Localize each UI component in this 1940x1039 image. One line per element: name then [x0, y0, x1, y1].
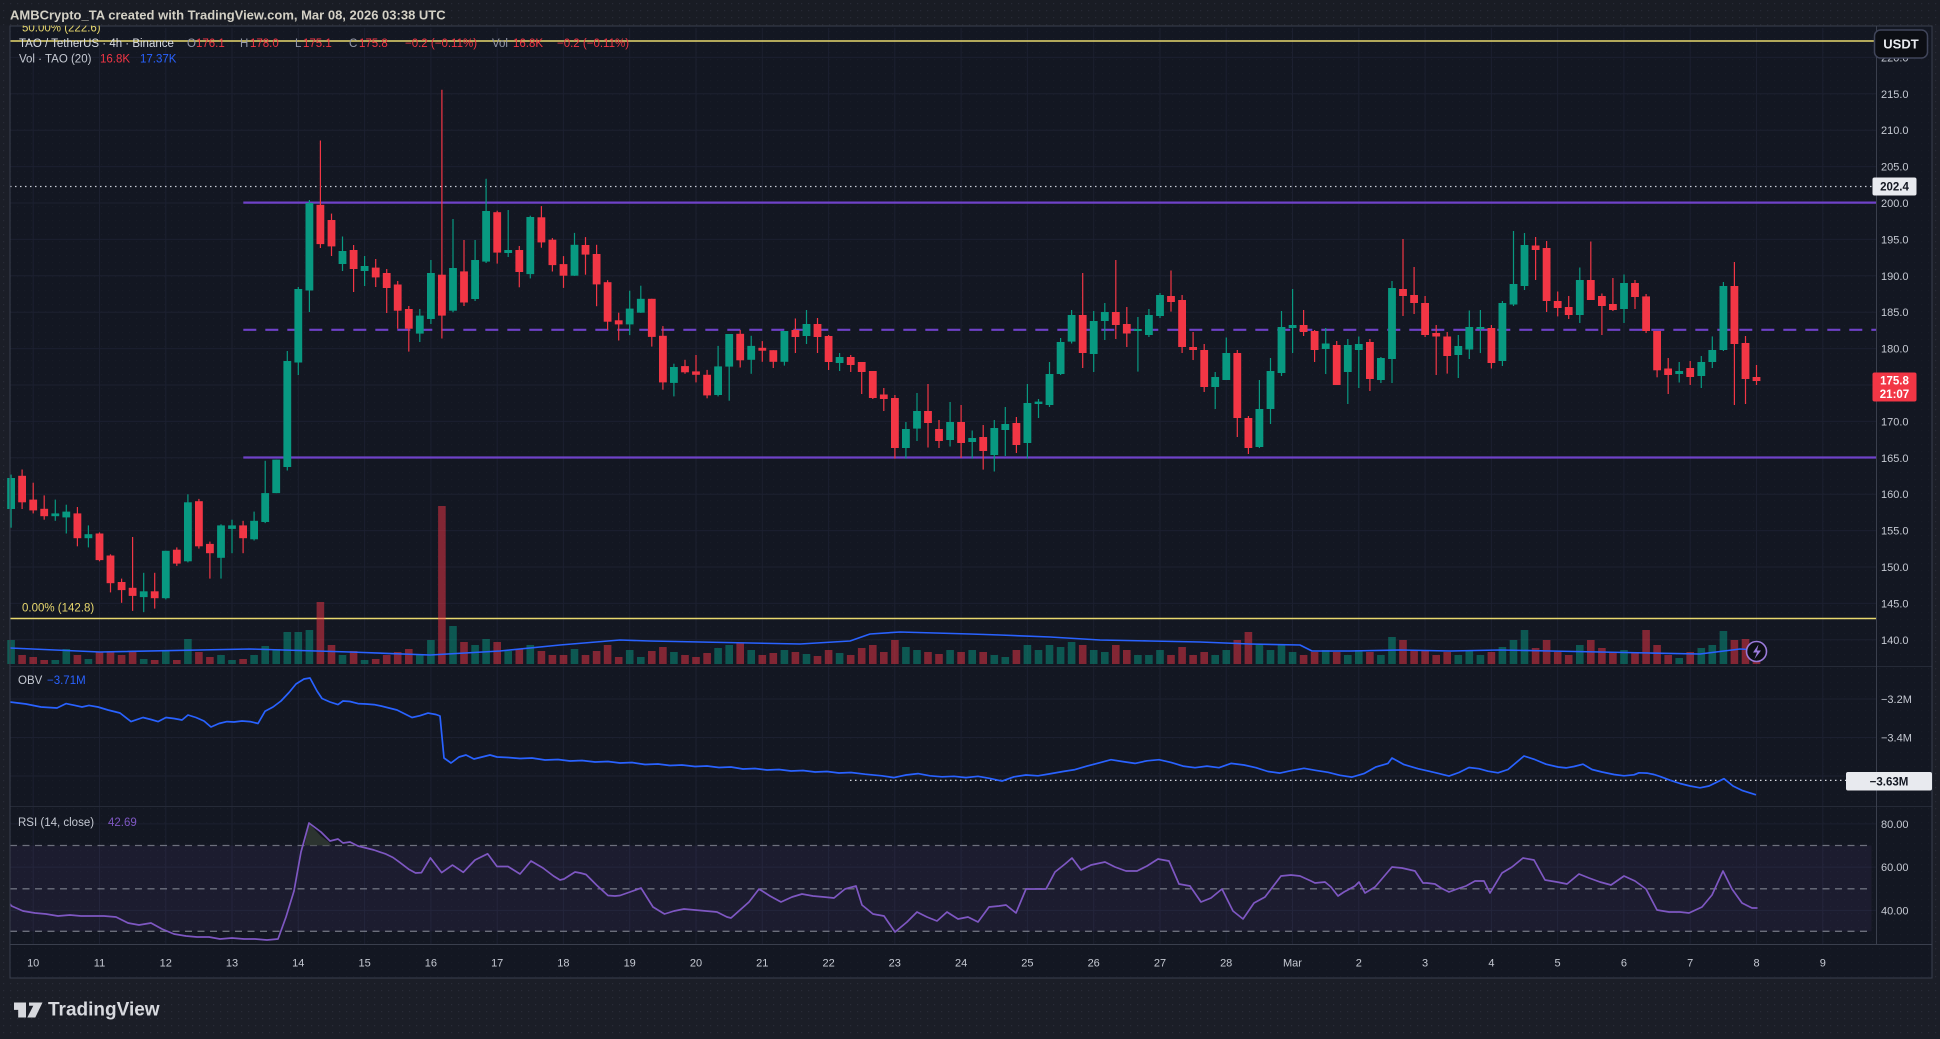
svg-text:25: 25: [1021, 958, 1033, 970]
svg-text:14: 14: [292, 958, 304, 970]
svg-text:L: L: [295, 38, 302, 50]
svg-text:176.1: 176.1: [196, 38, 225, 50]
svg-text:200.0: 200.0: [1881, 198, 1909, 210]
svg-text:145.0: 145.0: [1881, 598, 1909, 610]
svg-text:24: 24: [955, 958, 967, 970]
svg-text:2: 2: [1356, 958, 1362, 970]
svg-text:−3.63M: −3.63M: [1870, 777, 1909, 789]
svg-text:AMBCrypto_TA created with Trad: AMBCrypto_TA created with TradingView.co…: [10, 8, 446, 23]
svg-text:−0.2 (−0.11%): −0.2 (−0.11%): [405, 38, 477, 50]
svg-text:178.0: 178.0: [250, 38, 279, 50]
svg-text:Mar: Mar: [1283, 958, 1302, 970]
svg-text:42.69: 42.69: [108, 817, 137, 829]
svg-text:10: 10: [27, 958, 39, 970]
svg-text:60.00: 60.00: [1881, 862, 1909, 874]
svg-text:21: 21: [756, 958, 768, 970]
svg-text:−0.2 (−0.11%): −0.2 (−0.11%): [557, 38, 629, 50]
svg-text:170.0: 170.0: [1881, 416, 1909, 428]
svg-text:20: 20: [690, 958, 702, 970]
svg-text:RSI (14, close): RSI (14, close): [18, 817, 94, 829]
svg-text:15: 15: [358, 958, 370, 970]
svg-text:215.0: 215.0: [1881, 89, 1909, 101]
svg-text:OBV: OBV: [18, 675, 43, 687]
svg-text:195.0: 195.0: [1881, 234, 1909, 246]
svg-text:−3.4M: −3.4M: [1881, 733, 1912, 745]
svg-text:5: 5: [1555, 958, 1561, 970]
svg-text:175.1: 175.1: [303, 38, 332, 50]
svg-text:Vol: Vol: [492, 38, 508, 50]
svg-text:23: 23: [889, 958, 901, 970]
svg-text:9: 9: [1820, 958, 1826, 970]
svg-text:H: H: [240, 38, 248, 50]
svg-text:−3.71M: −3.71M: [47, 675, 86, 687]
svg-text:18: 18: [557, 958, 569, 970]
svg-text:26: 26: [1088, 958, 1100, 970]
svg-text:11: 11: [94, 958, 105, 970]
svg-text:27: 27: [1154, 958, 1166, 970]
svg-text:16.8K: 16.8K: [513, 38, 543, 50]
svg-text:7: 7: [1687, 958, 1693, 970]
svg-text:210.0: 210.0: [1881, 125, 1909, 137]
svg-text:190.0: 190.0: [1881, 271, 1909, 283]
svg-text:19: 19: [624, 958, 636, 970]
svg-text:USDT: USDT: [1883, 37, 1918, 52]
svg-text:17.37K: 17.37K: [140, 54, 177, 66]
svg-text:12: 12: [160, 958, 172, 970]
svg-text:80.00: 80.00: [1881, 819, 1909, 831]
svg-text:8: 8: [1753, 958, 1759, 970]
svg-text:140.0: 140.0: [1881, 635, 1909, 647]
svg-text:165.0: 165.0: [1881, 453, 1909, 465]
svg-text:O: O: [187, 38, 196, 50]
svg-text:21:07: 21:07: [1880, 389, 1909, 401]
svg-text:17: 17: [491, 958, 503, 970]
svg-text:16.8K: 16.8K: [100, 54, 130, 66]
svg-text:−3.2M: −3.2M: [1881, 694, 1912, 706]
svg-text:TradingView: TradingView: [48, 1000, 160, 1021]
svg-text:4: 4: [1488, 958, 1494, 970]
svg-text:175.8: 175.8: [359, 38, 388, 50]
svg-text:205.0: 205.0: [1881, 162, 1909, 174]
svg-text:3: 3: [1422, 958, 1428, 970]
svg-text:160.0: 160.0: [1881, 489, 1909, 501]
svg-text:155.0: 155.0: [1881, 526, 1909, 538]
svg-text:28: 28: [1220, 958, 1232, 970]
svg-text:0.00% (142.8): 0.00% (142.8): [22, 603, 94, 615]
svg-text:150.0: 150.0: [1881, 562, 1909, 574]
svg-text:6: 6: [1621, 958, 1627, 970]
svg-text:13: 13: [226, 958, 238, 970]
svg-text:180.0: 180.0: [1881, 344, 1909, 356]
svg-text:Vol · TAO (20): Vol · TAO (20): [19, 54, 92, 66]
svg-text:202.4: 202.4: [1880, 182, 1909, 194]
svg-text:40.00: 40.00: [1881, 905, 1909, 917]
svg-text:22: 22: [822, 958, 834, 970]
svg-text:16: 16: [425, 958, 437, 970]
svg-text:185.0: 185.0: [1881, 307, 1909, 319]
svg-text:175.8: 175.8: [1880, 376, 1909, 388]
svg-text:C: C: [349, 38, 357, 50]
svg-text:TAO / TetherUS · 4h · Binance: TAO / TetherUS · 4h · Binance: [19, 38, 174, 50]
